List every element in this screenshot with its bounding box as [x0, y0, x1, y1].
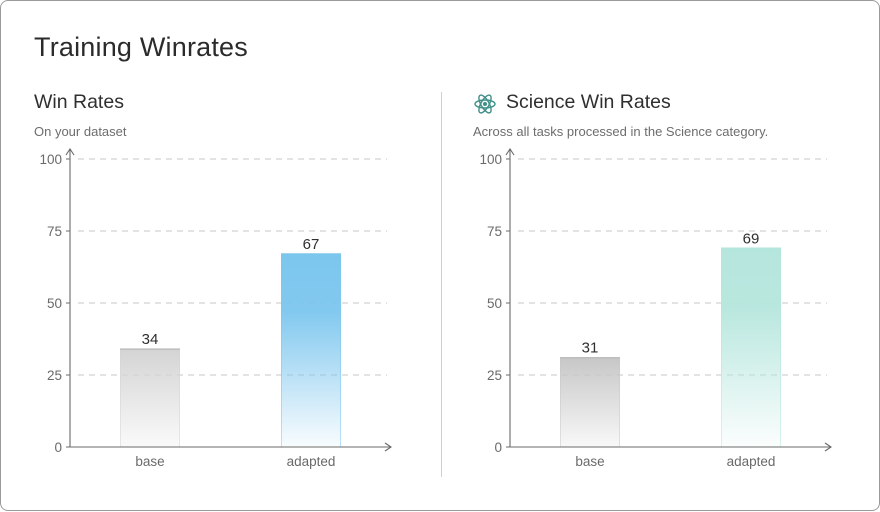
x-category-label: base — [575, 454, 604, 469]
bar-adapted — [281, 254, 341, 447]
bar-value-label: 67 — [303, 236, 320, 253]
science-win-rates-chart: 0 25 50 75 100 31 base 69 adapted — [479, 148, 832, 469]
x-axis-arrow — [824, 442, 832, 452]
panel-subtitle: On your dataset — [34, 124, 127, 139]
x-category-label: adapted — [287, 454, 336, 469]
x-category-label: adapted — [727, 454, 776, 469]
y-tick-label: 100 — [479, 152, 502, 167]
bar-base — [560, 357, 620, 447]
bar-adapted — [721, 248, 781, 447]
y-tick-label: 50 — [487, 296, 502, 311]
win-rates-panel: Win Rates On your dataset 0 25 50 75 100 34 ba… — [1, 1, 421, 512]
y-tick-label: 25 — [487, 368, 502, 383]
bar-value-label: 34 — [142, 331, 159, 348]
x-category-label: base — [135, 454, 164, 469]
panel-title: Win Rates — [34, 91, 124, 113]
bar-base — [120, 349, 180, 447]
y-tick-label: 75 — [47, 224, 62, 239]
y-tick-label: 25 — [47, 368, 62, 383]
x-axis-arrow — [384, 442, 392, 452]
panel-divider — [441, 92, 442, 477]
y-tick-label: 75 — [487, 224, 502, 239]
y-axis-arrow — [65, 148, 75, 156]
y-tick-label: 50 — [47, 296, 62, 311]
panel-subtitle: Across all tasks processed in the Scienc… — [473, 124, 769, 139]
y-tick-label: 100 — [39, 152, 62, 167]
bar-value-label: 31 — [582, 340, 599, 357]
y-tick-label: 0 — [494, 440, 502, 455]
y-axis-arrow — [505, 148, 515, 156]
panel-title: Science Win Rates — [506, 91, 671, 113]
bar-value-label: 69 — [743, 230, 760, 247]
win-rates-chart: 0 25 50 75 100 34 base 67 adapted — [39, 148, 392, 469]
y-tick-label: 0 — [54, 440, 62, 455]
science-win-rates-panel: Science Win Rates Across all tasks proce… — [441, 1, 861, 512]
page-title: Training Winrates — [34, 32, 248, 62]
atom-icon — [474, 94, 496, 114]
